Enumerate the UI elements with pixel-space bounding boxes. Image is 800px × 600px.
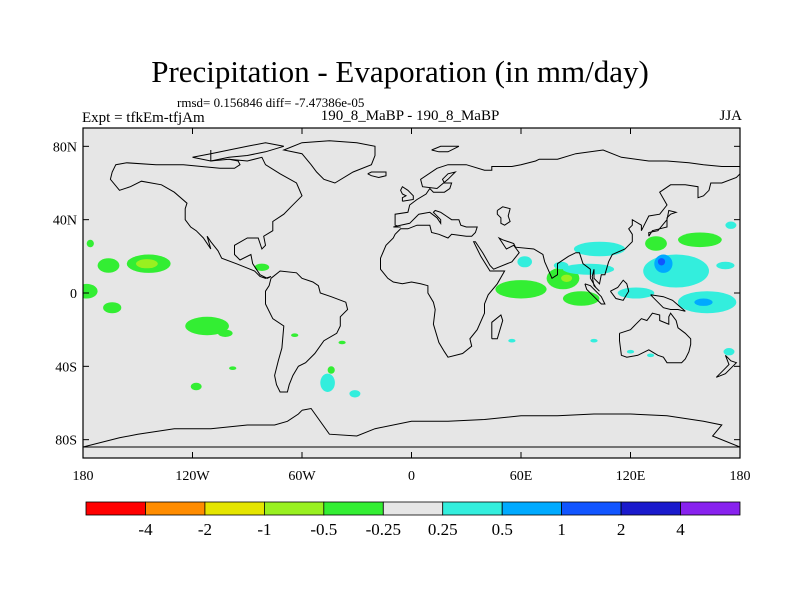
- coastline-greenland: [282, 140, 376, 184]
- colorbar-swatch: [561, 501, 622, 516]
- runs-label: 190_8_MaBP - 190_8_MaBP: [320, 108, 500, 124]
- colorbar-label: -2: [198, 520, 212, 539]
- x-tick-label: 0: [408, 469, 415, 484]
- anomaly-region: [190, 382, 202, 391]
- y-tick-label: 0: [70, 287, 77, 302]
- colorbar-swatch: [204, 501, 265, 516]
- coastline-sumatra: [584, 283, 606, 305]
- coastline-svalbard: [431, 145, 460, 153]
- colorbar-label: -4: [138, 520, 153, 539]
- anomaly-region: [508, 338, 516, 343]
- x-tick-label: 120E: [616, 469, 646, 484]
- colorbar-swatch: [323, 501, 384, 516]
- x-tick-label: 180: [730, 469, 751, 484]
- colorbar-swatch: [85, 501, 146, 516]
- coastline-north-america: [109, 150, 303, 279]
- anomaly-region: [725, 221, 737, 229]
- coastline-british-isles: [400, 185, 414, 202]
- colorbar-label: 0.25: [428, 520, 458, 539]
- coastline-arctic-islands: [192, 142, 284, 162]
- anomaly-region: [723, 348, 735, 356]
- anomaly-region: [185, 316, 230, 336]
- anomaly-region: [327, 366, 335, 374]
- anomaly-layer: [83, 221, 737, 398]
- axis-ticks: 180 120W 60W 0 60E 120E 180 80N 40N 0 40S 80S: [53, 128, 751, 484]
- colorbar-label: -0.5: [310, 520, 337, 539]
- coastline-iceland: [367, 171, 387, 179]
- colorbar-swatch: [680, 501, 741, 516]
- anomaly-region: [626, 349, 635, 354]
- anomaly-region: [617, 287, 655, 299]
- coastline-japan: [648, 209, 678, 237]
- experiment-label: Expt = tfkEm-tfjAm: [82, 110, 205, 126]
- anomaly-region: [320, 373, 335, 392]
- anomaly-region: [694, 298, 713, 306]
- colorbar-swatch: [442, 501, 503, 516]
- colorbar-swatch: [620, 501, 681, 516]
- x-tick-label: 180: [73, 469, 94, 484]
- anomaly-region: [291, 333, 299, 338]
- x-tick-label: 120W: [175, 469, 210, 484]
- coastline-borneo: [610, 279, 630, 301]
- anomaly-region: [647, 353, 655, 358]
- anomaly-region: [254, 263, 270, 271]
- coastline-new-zealand: [715, 354, 738, 378]
- stats-text: rmsd= 0.156846 diff= -7.47386e-05: [177, 95, 365, 110]
- anomaly-region: [645, 236, 667, 251]
- colorbar-label: 1: [557, 520, 566, 539]
- colorbar-swatch: [263, 501, 325, 516]
- anomaly-region: [103, 302, 122, 314]
- anomaly-region: [83, 283, 98, 299]
- colorbar-label: -0.25: [366, 520, 401, 539]
- y-tick-label: 80N: [53, 140, 77, 155]
- anomaly-region: [229, 366, 237, 371]
- anomaly-region: [716, 261, 735, 270]
- x-tick-label: 60E: [510, 469, 533, 484]
- coastline-madagascar: [491, 314, 504, 340]
- x-tick-label: 60W: [288, 469, 316, 484]
- chart-title: Precipitation - Evaporation (in mm/day): [151, 54, 649, 89]
- anomaly-region: [495, 280, 547, 299]
- coastline-layer: [83, 140, 740, 448]
- y-tick-label: 40S: [55, 360, 77, 375]
- colorbar-label: -1: [257, 520, 271, 539]
- colorbar-label: 4: [676, 520, 685, 539]
- colorbar-swatch: [145, 501, 206, 516]
- anomaly-region: [590, 338, 598, 343]
- coastline-antarctica: [83, 407, 740, 448]
- anomaly-region: [657, 258, 666, 266]
- anomaly-region: [562, 291, 600, 306]
- anomaly-region: [573, 241, 626, 257]
- coastline-eurasia-africa: [380, 149, 740, 358]
- y-tick-label: 80S: [55, 434, 77, 449]
- anomaly-region: [86, 239, 94, 248]
- coastline-caspian-sea: [496, 206, 511, 226]
- colorbar: -4 -2 -1 -0.5 -0.25 0.25 0.5 1 2 4: [85, 501, 741, 539]
- anomaly-region: [562, 263, 615, 275]
- colorbar-swatch: [501, 501, 563, 516]
- coastline-new-guinea: [650, 294, 686, 312]
- anomaly-region: [643, 254, 709, 288]
- coastline-australia: [619, 312, 692, 364]
- anomaly-region: [338, 340, 346, 345]
- anomaly-region: [136, 259, 158, 269]
- colorbar-label: 0.5: [492, 520, 513, 539]
- anomaly-region: [349, 390, 361, 398]
- anomaly-region: [561, 274, 573, 282]
- colorbar-swatch: [382, 501, 444, 516]
- anomaly-region: [678, 232, 722, 248]
- anomaly-region: [218, 329, 233, 337]
- anomaly-region: [97, 258, 120, 273]
- y-tick-label: 40N: [53, 214, 77, 229]
- coastline-south-america: [265, 270, 349, 393]
- season-label: JJA: [719, 108, 742, 124]
- anomaly-region: [517, 256, 532, 268]
- colorbar-label: 2: [617, 520, 626, 539]
